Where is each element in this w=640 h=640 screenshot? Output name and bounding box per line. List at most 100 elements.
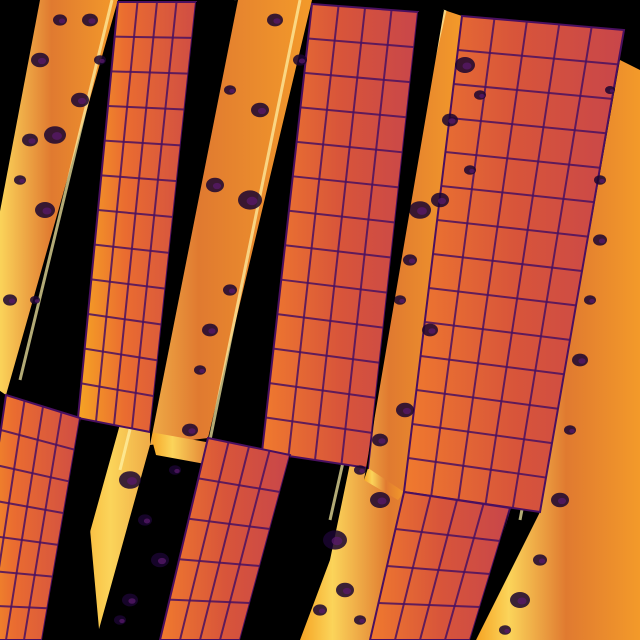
- cold-spot-core: [246, 196, 258, 206]
- panel-grid-row: [457, 49, 619, 66]
- panel-grid-row: [111, 70, 189, 75]
- cold-spot-core: [174, 468, 180, 474]
- cold-spot-core: [557, 497, 567, 505]
- cold-spot-core: [208, 328, 216, 334]
- cold-spot-core: [428, 328, 436, 334]
- panel-grid-row: [428, 287, 577, 307]
- panel-grid-row: [273, 347, 380, 364]
- row-shadow-gap: [42, 418, 100, 640]
- cold-spot-core: [28, 138, 36, 144]
- panel-grid-row: [378, 602, 481, 608]
- vegetation-cold-spots: [3, 0, 615, 640]
- cold-spot-core: [19, 178, 25, 184]
- cold-spot-core: [77, 97, 87, 105]
- panel-grid-col: [179, 442, 230, 640]
- panel-grid-row: [94, 243, 170, 254]
- cold-spot-core: [298, 58, 306, 64]
- panel-grid-row: [0, 535, 59, 546]
- cold-spot-core: [257, 107, 267, 115]
- panel-grid-row: [296, 140, 403, 154]
- cold-spot-core: [402, 407, 412, 415]
- cold-spot-core: [34, 299, 40, 303]
- panel-grid-row: [101, 174, 177, 183]
- hot-edge: [208, 0, 302, 441]
- cold-spot-core: [538, 558, 546, 564]
- panel-grid-row: [97, 209, 174, 218]
- panel-grid-row: [304, 71, 411, 84]
- panel-grid-row: [441, 185, 595, 204]
- cold-spot-core: [143, 518, 151, 524]
- panel-grid-row: [449, 117, 607, 135]
- row-shadow-gap: [240, 455, 300, 640]
- row-shadow-gap: [364, 10, 444, 480]
- cold-spot-core: [342, 587, 352, 595]
- cold-spot-core: [331, 536, 343, 546]
- panel-grid-row: [0, 464, 70, 483]
- panel-grid-row: [386, 565, 491, 575]
- panel-grid-row: [81, 382, 155, 398]
- cold-spot-core: [128, 598, 136, 604]
- cold-spot-core: [517, 597, 527, 605]
- panel-grid-row: [437, 219, 589, 238]
- cold-spot-core: [609, 89, 615, 93]
- panel-grid-row: [87, 313, 162, 326]
- panel-grid-row: [420, 355, 565, 376]
- panel-grid-row: [292, 175, 399, 189]
- panel-grid-row: [395, 528, 501, 542]
- panel-grid-row: [300, 106, 407, 119]
- cold-spot-core: [599, 178, 605, 184]
- panel-grid-col: [0, 400, 26, 568]
- panel-grid-row: [265, 416, 372, 434]
- cold-spot-core: [408, 258, 416, 264]
- panel-grid-row: [91, 278, 166, 290]
- panel-grid-col: [219, 450, 271, 640]
- cold-spot-core: [359, 618, 365, 624]
- panel-grid-row: [412, 423, 553, 445]
- panel-grid-row: [453, 83, 613, 100]
- panel-grid-row: [179, 558, 261, 567]
- panel-block: [0, 393, 82, 640]
- cold-spot-core: [8, 298, 16, 304]
- panel-grid-row: [84, 347, 158, 362]
- cold-spot-core: [119, 618, 125, 624]
- cold-spot-core: [417, 207, 427, 215]
- panel-grid-row: [432, 253, 583, 272]
- cold-spot-core: [377, 497, 387, 505]
- panel-grid-col: [314, 7, 366, 461]
- panel-grid-row: [198, 477, 281, 493]
- panel-grid-row: [188, 517, 271, 530]
- solar-panel-arrays: [0, 1, 626, 640]
- cold-spot-core: [188, 428, 196, 434]
- panel-grid-row: [0, 605, 48, 610]
- panel-grid-row: [269, 382, 376, 399]
- cold-spot-core: [359, 468, 365, 474]
- panel-grid-row: [284, 244, 392, 259]
- panel-grid-row: [277, 313, 384, 329]
- cold-spot-core: [42, 207, 52, 215]
- panel-grid-row: [169, 598, 251, 604]
- panel-grid-col: [287, 5, 340, 457]
- cold-spot-core: [399, 298, 405, 304]
- cold-spot-core: [127, 477, 137, 485]
- cold-spot-core: [212, 182, 222, 190]
- panel-grid-row: [0, 570, 53, 578]
- cold-spot-core: [37, 57, 47, 65]
- cold-spot-core: [569, 428, 575, 434]
- panel-grid-row: [445, 151, 601, 169]
- panel-grid-row: [114, 35, 193, 39]
- cold-spot-core: [58, 18, 66, 24]
- panel-grid-row: [107, 105, 185, 111]
- cold-spot-core: [462, 62, 472, 70]
- cold-spot-core: [589, 298, 595, 304]
- cold-spot-core: [199, 368, 205, 374]
- panel-grid-col: [340, 9, 393, 465]
- panel-grid-row: [104, 139, 181, 147]
- panel-grid-row: [408, 457, 547, 479]
- cold-spot-core: [578, 358, 586, 364]
- panel-grid-row: [0, 500, 64, 515]
- cold-spot-core: [52, 132, 62, 140]
- panel-grid-col: [23, 412, 63, 640]
- panel-grid-row: [0, 429, 75, 451]
- cold-spot-core: [318, 608, 326, 614]
